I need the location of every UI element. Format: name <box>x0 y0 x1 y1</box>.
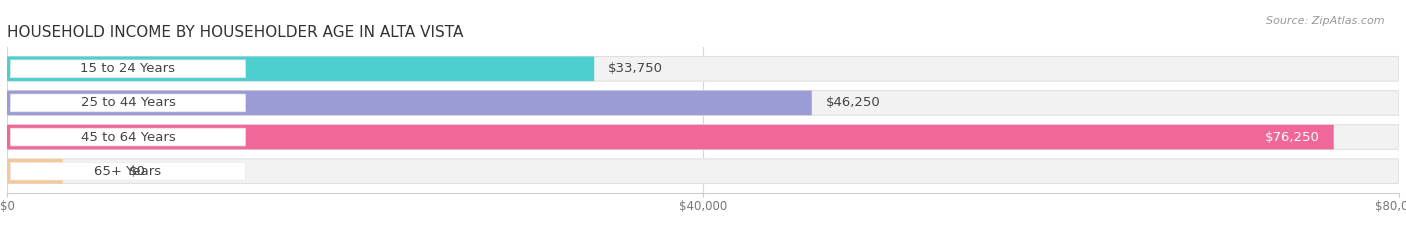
FancyBboxPatch shape <box>7 125 1399 149</box>
Text: Source: ZipAtlas.com: Source: ZipAtlas.com <box>1267 16 1385 26</box>
Text: 65+ Years: 65+ Years <box>94 165 162 178</box>
FancyBboxPatch shape <box>7 159 63 184</box>
Text: HOUSEHOLD INCOME BY HOUSEHOLDER AGE IN ALTA VISTA: HOUSEHOLD INCOME BY HOUSEHOLDER AGE IN A… <box>7 25 464 40</box>
FancyBboxPatch shape <box>7 91 1399 115</box>
Text: $33,750: $33,750 <box>609 62 664 75</box>
FancyBboxPatch shape <box>7 56 1399 81</box>
FancyBboxPatch shape <box>7 91 811 115</box>
Text: $46,250: $46,250 <box>825 96 880 110</box>
FancyBboxPatch shape <box>7 159 1399 184</box>
Text: 15 to 24 Years: 15 to 24 Years <box>80 62 176 75</box>
FancyBboxPatch shape <box>10 94 246 112</box>
FancyBboxPatch shape <box>7 56 595 81</box>
FancyBboxPatch shape <box>7 125 1334 149</box>
FancyBboxPatch shape <box>10 128 246 146</box>
FancyBboxPatch shape <box>10 162 246 180</box>
Text: $76,250: $76,250 <box>1265 130 1320 144</box>
Text: 45 to 64 Years: 45 to 64 Years <box>80 130 176 144</box>
Text: $0: $0 <box>129 165 146 178</box>
FancyBboxPatch shape <box>10 60 246 78</box>
Text: 25 to 44 Years: 25 to 44 Years <box>80 96 176 110</box>
